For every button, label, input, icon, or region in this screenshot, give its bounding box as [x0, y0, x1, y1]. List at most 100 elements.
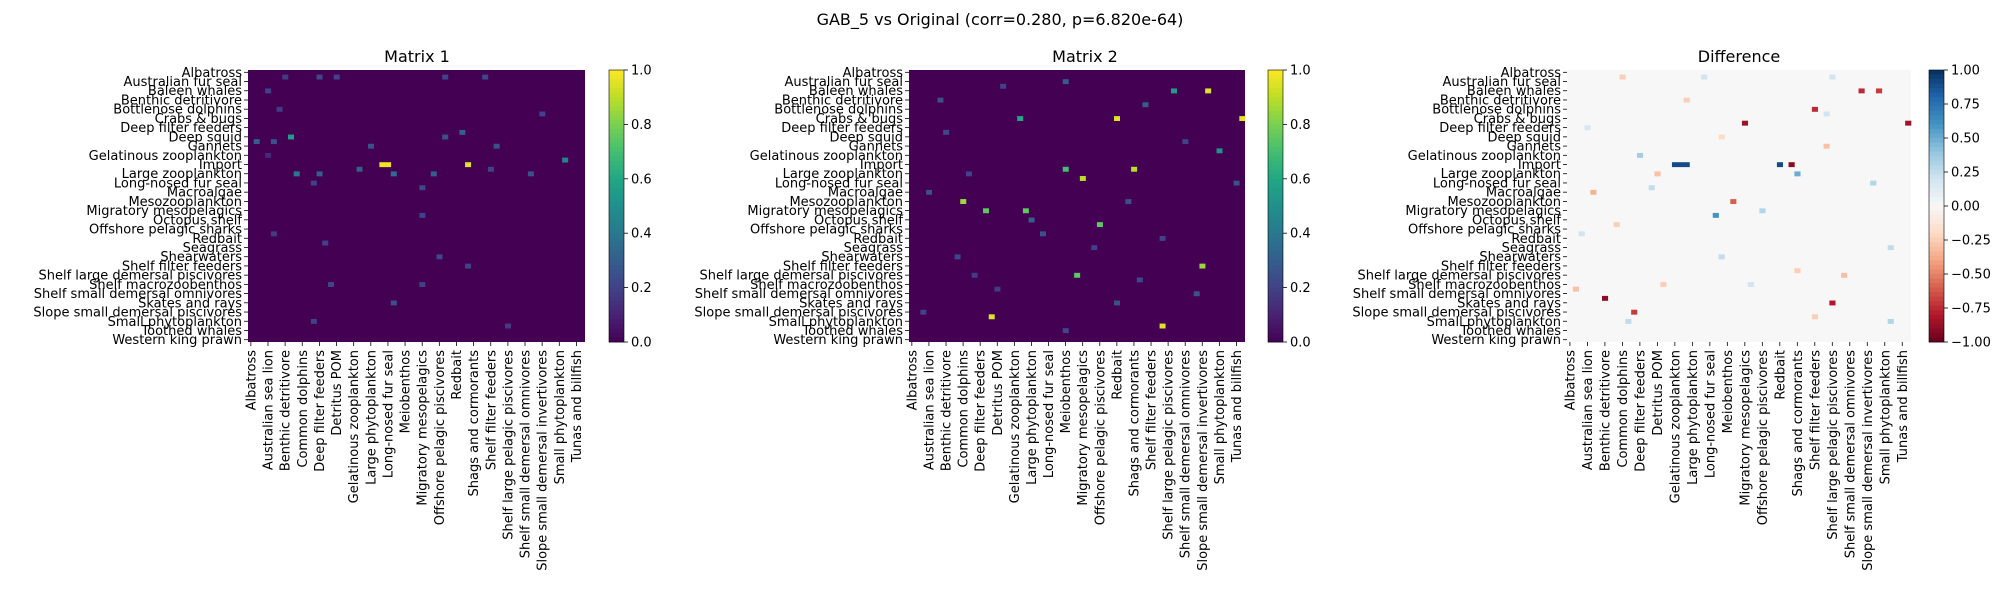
heatmap-cell — [265, 88, 272, 94]
heatmap-cell — [1199, 263, 1206, 269]
row-tick-label: Crabs & bugs — [1474, 112, 1562, 127]
heatmap-cell — [1858, 88, 1865, 94]
heatmap-cells — [248, 70, 585, 342]
row-tick-label: Migratory mesopelagics — [86, 204, 242, 219]
colorbar-gradient-step — [1929, 70, 1944, 75]
row-tick-label: Redbait — [1511, 232, 1561, 247]
colorbar-gradient-step — [1929, 138, 1944, 143]
column-tick-label: Shelf filter feeders — [1808, 350, 1823, 470]
column-tick-label: Australian sea lion — [261, 350, 276, 470]
heatmap-cells — [909, 70, 1246, 342]
colorbar-gradient-step — [1929, 210, 1944, 216]
colorbar-gradient-step — [1929, 156, 1944, 162]
row-tick-label: Shelf filter feeders — [122, 259, 242, 274]
column-tick-label: Meiobenthos — [1059, 350, 1074, 434]
row-tick-label: Albatross — [1501, 66, 1562, 81]
colorbar-gradient-step — [609, 79, 624, 84]
heatmap-cell — [1182, 139, 1189, 145]
colorbar-gradient-step — [1929, 160, 1944, 166]
colorbar-gradient-step — [1268, 110, 1283, 116]
row-tick-label: Shelf macrozoobenthos — [1408, 278, 1561, 293]
column-tick-label: Migratory mesopelagics — [1076, 350, 1091, 506]
heatmap-cell — [1794, 171, 1801, 177]
column-tick-label: Common dolphins — [296, 350, 311, 468]
heatmap-cell — [1159, 323, 1166, 329]
column-tick-labels: Albatross Australian sea lion Benthic detr… — [905, 342, 1245, 571]
colorbar-gradient-step — [609, 210, 624, 216]
row-tick-label: Australian fur seal — [1442, 75, 1561, 90]
colorbar-gradient-step — [1929, 206, 1944, 211]
row-tick-label: Macroalgae — [167, 186, 242, 201]
column-tick-label: Common dolphins — [1616, 350, 1631, 468]
colorbar-gradient-step — [1929, 332, 1944, 338]
column-tick-label: Tunas and billfish — [570, 350, 585, 463]
heatmap-cell — [282, 74, 289, 80]
heatmap-cell — [270, 139, 277, 145]
row-tick-label: Baleen whales — [1467, 84, 1561, 99]
heatmap-cell — [316, 171, 323, 177]
heatmap-cell — [983, 208, 990, 214]
heatmap-cell — [1776, 162, 1784, 168]
colorbar-gradient-step — [1929, 92, 1944, 98]
colorbar-gradient-step — [1929, 115, 1944, 121]
colorbar-gradient-step — [609, 115, 624, 121]
column-tick-label: Australian sea lion — [922, 350, 937, 470]
colorbar-gradient-step — [1929, 147, 1944, 152]
colorbar-tick-label: −0.75 — [1951, 302, 1991, 317]
colorbar: −1.00 −0.75 −0.50 −0.25 0.00 0.25 0.50 0.75 1.00 — [1928, 64, 1991, 351]
colorbar-gradient-step — [609, 165, 624, 171]
colorbar-gradient-step — [1268, 88, 1283, 94]
colorbar-gradient-step — [1268, 169, 1283, 175]
colorbar-gradient-step — [609, 133, 624, 139]
colorbar-gradient-step — [1929, 246, 1944, 252]
colorbar-gradient-step — [609, 278, 624, 284]
colorbar-gradient-step — [1929, 283, 1944, 288]
colorbar-gradient-step — [1268, 210, 1283, 216]
row-tick-label: Macroalgae — [1486, 186, 1561, 201]
row-tick-label: Small phytoplankton — [1427, 315, 1561, 330]
column-tick-label: Offshore pelagic piscivores — [433, 350, 448, 525]
colorbar-gradient-step — [1268, 255, 1283, 261]
colorbar-gradient-step — [1268, 83, 1283, 89]
colorbar-gradient-step — [1929, 128, 1944, 134]
column-tick-label: Detritus POM — [991, 350, 1006, 436]
heatmap-cell — [988, 314, 995, 320]
heatmap-cell — [1677, 162, 1684, 168]
colorbar-gradient-step — [1268, 70, 1283, 75]
row-tick-label: Mesozooplankton — [1447, 195, 1561, 210]
colorbar-gradient-step — [1268, 305, 1283, 311]
colorbar-gradient-step — [1929, 319, 1944, 325]
heatmap-cell — [316, 74, 323, 80]
colorbar-gradient-step — [1268, 292, 1283, 298]
colorbar-gradient-step — [1929, 196, 1944, 202]
colorbar-gradient-step — [1268, 246, 1283, 252]
panel-title: Matrix 1 — [384, 47, 450, 66]
colorbar-outline — [1267, 69, 1284, 343]
heatmap-cell — [1829, 300, 1836, 306]
heatmap-cell — [1193, 291, 1200, 297]
column-tick-label: Detritus POM — [1651, 350, 1666, 436]
heatmap-cell — [1887, 245, 1894, 251]
colorbar-gradient-step — [1929, 224, 1944, 230]
heatmap-cell — [1114, 300, 1121, 306]
row-tick-label: Shelf large demersal piscivores — [1358, 269, 1562, 284]
colorbar-gradient-step — [609, 219, 624, 225]
row-tick-label: Shearwaters — [821, 250, 903, 265]
row-tick-label: Toothed whales — [140, 324, 242, 339]
colorbar-gradient-step — [1268, 115, 1283, 121]
heatmap-cell — [1671, 162, 1679, 168]
colorbar-gradient-step — [1929, 310, 1944, 316]
colorbar-tick-label: 0.25 — [1951, 166, 1980, 181]
row-tick-label: Shelf small demersal omnivores — [695, 287, 903, 302]
colorbar-gradient-step — [1929, 74, 1944, 80]
row-tick-label: Deep squid — [168, 130, 242, 145]
colorbar-gradient-step — [1929, 124, 1944, 130]
colorbar-gradient-step — [609, 296, 624, 302]
colorbar-gradient-step — [1268, 260, 1283, 266]
heatmap-cell — [493, 143, 500, 149]
heatmap-cell — [1062, 79, 1069, 85]
colorbar-gradient-step — [1268, 332, 1283, 338]
column-tick-labels: Albatross Australian sea lion Benthic detr… — [244, 342, 585, 571]
colorbar-gradient-step — [1929, 106, 1944, 112]
